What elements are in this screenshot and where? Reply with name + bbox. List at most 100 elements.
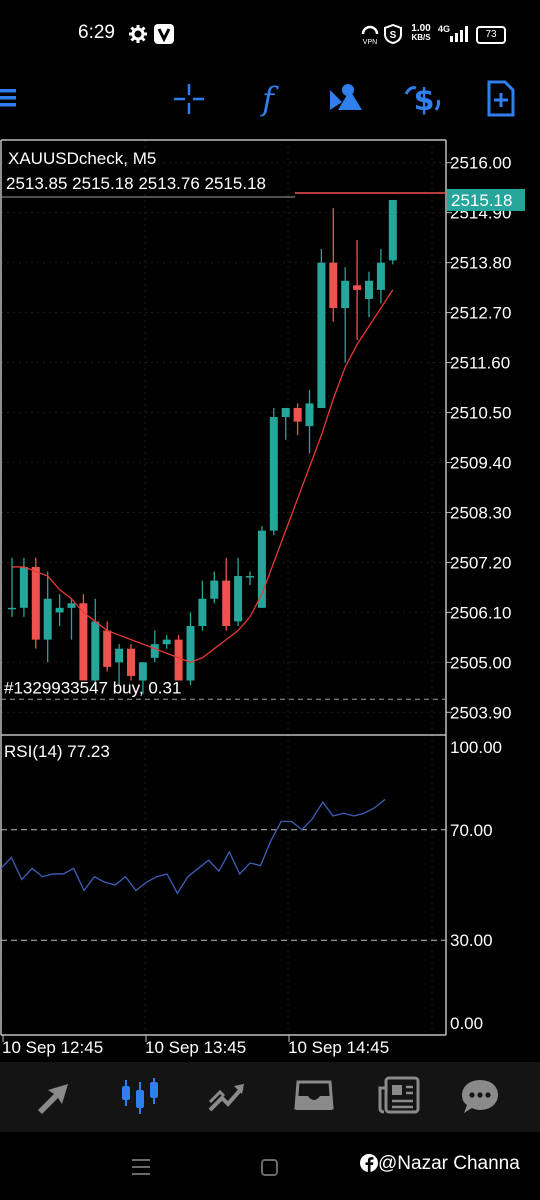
time-tick-label: 10 Sep 14:45 [288,1038,389,1057]
price-tick-label: 2509.40 [450,453,511,472]
candle [376,249,385,304]
candle [222,557,231,631]
candle [79,594,88,681]
recent-apps-icon[interactable] [130,1157,152,1177]
candle [43,571,52,663]
rsi-tick-label: 100.00 [450,738,502,757]
battery-icon: 73 [476,26,506,44]
trade-icon[interactable] [206,1078,248,1116]
candle-body [305,403,314,427]
candle [210,571,219,604]
candle-body [365,280,373,299]
svg-text:f: f [260,80,279,118]
candle-body [79,603,88,681]
candle-body [353,285,362,290]
rsi-label: RSI(14) 77.23 [4,742,110,761]
vpn-label: VPN [363,39,377,46]
moving-average-line [12,289,394,664]
candle [31,557,40,649]
candle [281,407,290,440]
candle-body [341,280,350,309]
candle-body [234,576,243,622]
price-axis: 2516.002514.902513.802512.702511.602510.… [446,154,511,722]
candle-body [222,580,231,626]
candle-body [8,607,16,610]
candle-body [186,625,195,681]
candle [234,557,243,626]
price-tick-label: 2508.30 [450,503,511,522]
candle [150,630,159,663]
news-icon[interactable] [378,1076,420,1116]
quotes-icon[interactable] [34,1078,76,1116]
candle [269,407,278,536]
candle [55,594,64,626]
candle-body [162,639,171,645]
rsi-tick-label: 30.00 [450,931,493,950]
time-axis: 10 Sep 12:45 10 Sep 13:45 10 Sep 14:45 [2,1035,389,1057]
messages-icon[interactable] [460,1078,500,1116]
price-tick-label: 2511.60 [450,354,510,373]
watermark: @Nazar Channa [360,1153,520,1175]
candle-body [127,648,135,676]
price-tick-label: 2516.00 [450,154,511,173]
candle [91,598,100,690]
security-icon: S [384,24,402,44]
vpn-icon: VPN [361,25,379,46]
price-tick-label: 2505.00 [450,653,511,672]
history-icon[interactable] [294,1078,334,1114]
candle [305,389,314,454]
home-icon[interactable] [260,1158,280,1178]
candle-body [31,566,40,640]
candle [365,271,373,318]
app-v-icon [154,24,174,44]
new-order-icon[interactable] [486,80,516,118]
svg-text:$: $ [414,83,435,118]
price-tick-label: 2512.70 [450,304,511,323]
function-icon[interactable]: f [254,80,282,118]
candle-body [67,603,76,608]
candle-body [376,262,385,290]
candle [67,598,76,640]
candle [186,612,195,686]
net-speed-unit: KB/S [411,33,431,42]
time-tick-label: 10 Sep 12:45 [2,1038,103,1057]
candle-body [210,580,219,599]
current-price-tag [447,188,525,211]
candle-body [329,262,338,309]
net-speed-value: 1.00 [411,23,431,34]
candle [127,644,135,681]
objects-icon[interactable] [326,82,362,116]
candle-body [19,566,28,608]
crosshair-icon[interactable] [172,82,206,116]
system-navigation [0,1132,540,1200]
candle-body [43,598,52,640]
candle [115,644,124,686]
price-chart[interactable]: #1329933547 buy, 0.31 2516.002514.902513… [0,130,540,1060]
candle-body [138,662,147,681]
chart-icon[interactable] [120,1076,164,1116]
candle [388,199,397,265]
chart-toolbar: f $ [0,70,540,130]
svg-text:S: S [390,30,397,41]
candle-body [103,630,112,667]
candle-body [115,648,124,663]
current-price-text: 2515.18 [451,191,512,210]
menu-icon[interactable] [0,86,18,110]
battery-level: 73 [485,29,497,40]
candle [341,267,350,363]
trade-dollar-icon[interactable]: $ [402,80,442,118]
price-tick-label: 2513.80 [450,254,511,273]
candle-body [91,621,100,681]
price-tick-label: 2510.50 [450,404,511,423]
candle-body [269,417,278,531]
rsi-levels [1,829,446,941]
ohlc-label: 2513.85 2515.18 2513.76 2515.18 [6,174,266,193]
candle [162,635,171,649]
signal-icon [450,26,468,42]
rsi-line [0,798,386,895]
chart-grid [0,140,446,1035]
candle-body [257,530,266,608]
rsi-tick-label: 0.00 [450,1014,483,1033]
candle-body [198,598,207,626]
candle-body [281,407,290,418]
